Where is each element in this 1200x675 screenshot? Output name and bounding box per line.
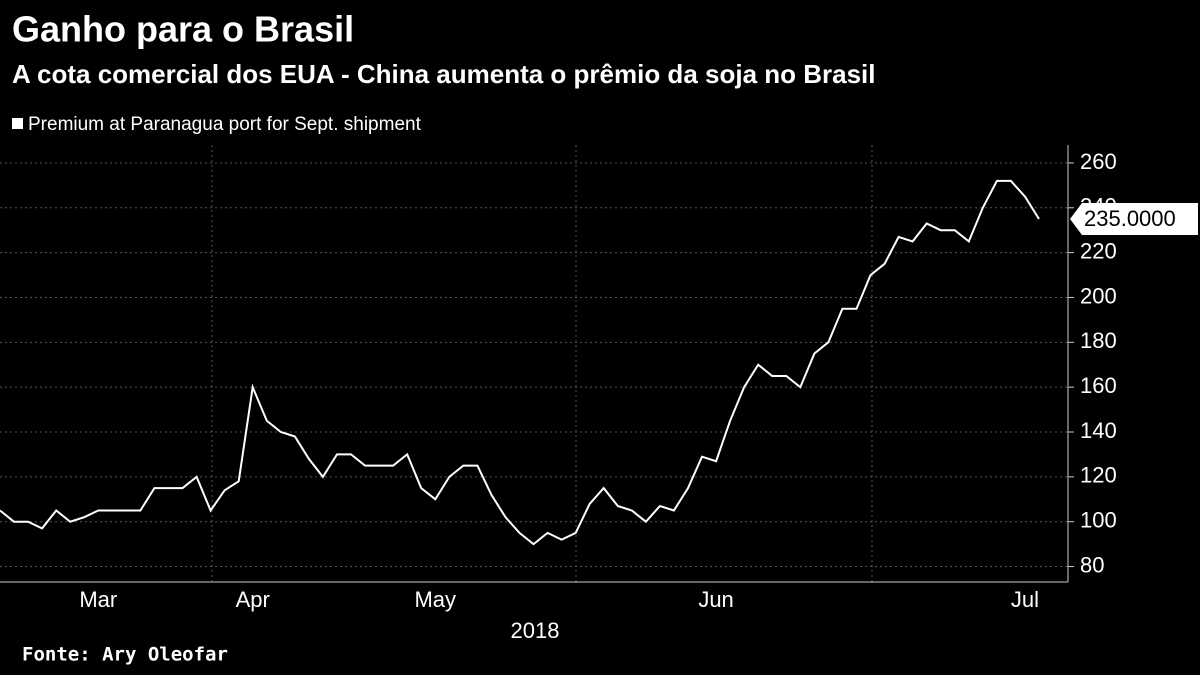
legend-label: Premium at Paranagua port for Sept. ship… xyxy=(28,114,422,135)
source: Fonte: Ary Oleofar xyxy=(22,644,228,666)
data-line xyxy=(0,179,1040,546)
y-tick-label: 140 xyxy=(1080,418,1117,443)
y-tick-label: 100 xyxy=(1080,508,1117,533)
y-tick-label: 180 xyxy=(1080,328,1117,353)
x-tick-label: Apr xyxy=(236,587,270,612)
x-axis-label: 2018 xyxy=(511,618,560,643)
y-tick-label: 220 xyxy=(1080,238,1117,263)
y-tick-label: 160 xyxy=(1080,373,1117,398)
value-label-box xyxy=(1070,202,1198,235)
x-tick-label: Jul xyxy=(1011,587,1039,612)
x-tick-label: Mar xyxy=(79,587,117,612)
chart-subtitle: A cota comercial dos EUA - China aumenta… xyxy=(12,59,876,89)
x-tick-label: May xyxy=(414,587,456,612)
y-tick-label: 200 xyxy=(1080,283,1117,308)
y-tick-label: 260 xyxy=(1080,149,1117,174)
y-tick-label: 120 xyxy=(1080,463,1117,488)
chart-title: Ganho para o Brasil xyxy=(12,9,354,50)
y-tick-label: 80 xyxy=(1080,552,1104,577)
value-label: 235.0000 xyxy=(1084,206,1176,231)
legend-swatch xyxy=(12,118,23,129)
x-tick-label: Jun xyxy=(698,587,733,612)
